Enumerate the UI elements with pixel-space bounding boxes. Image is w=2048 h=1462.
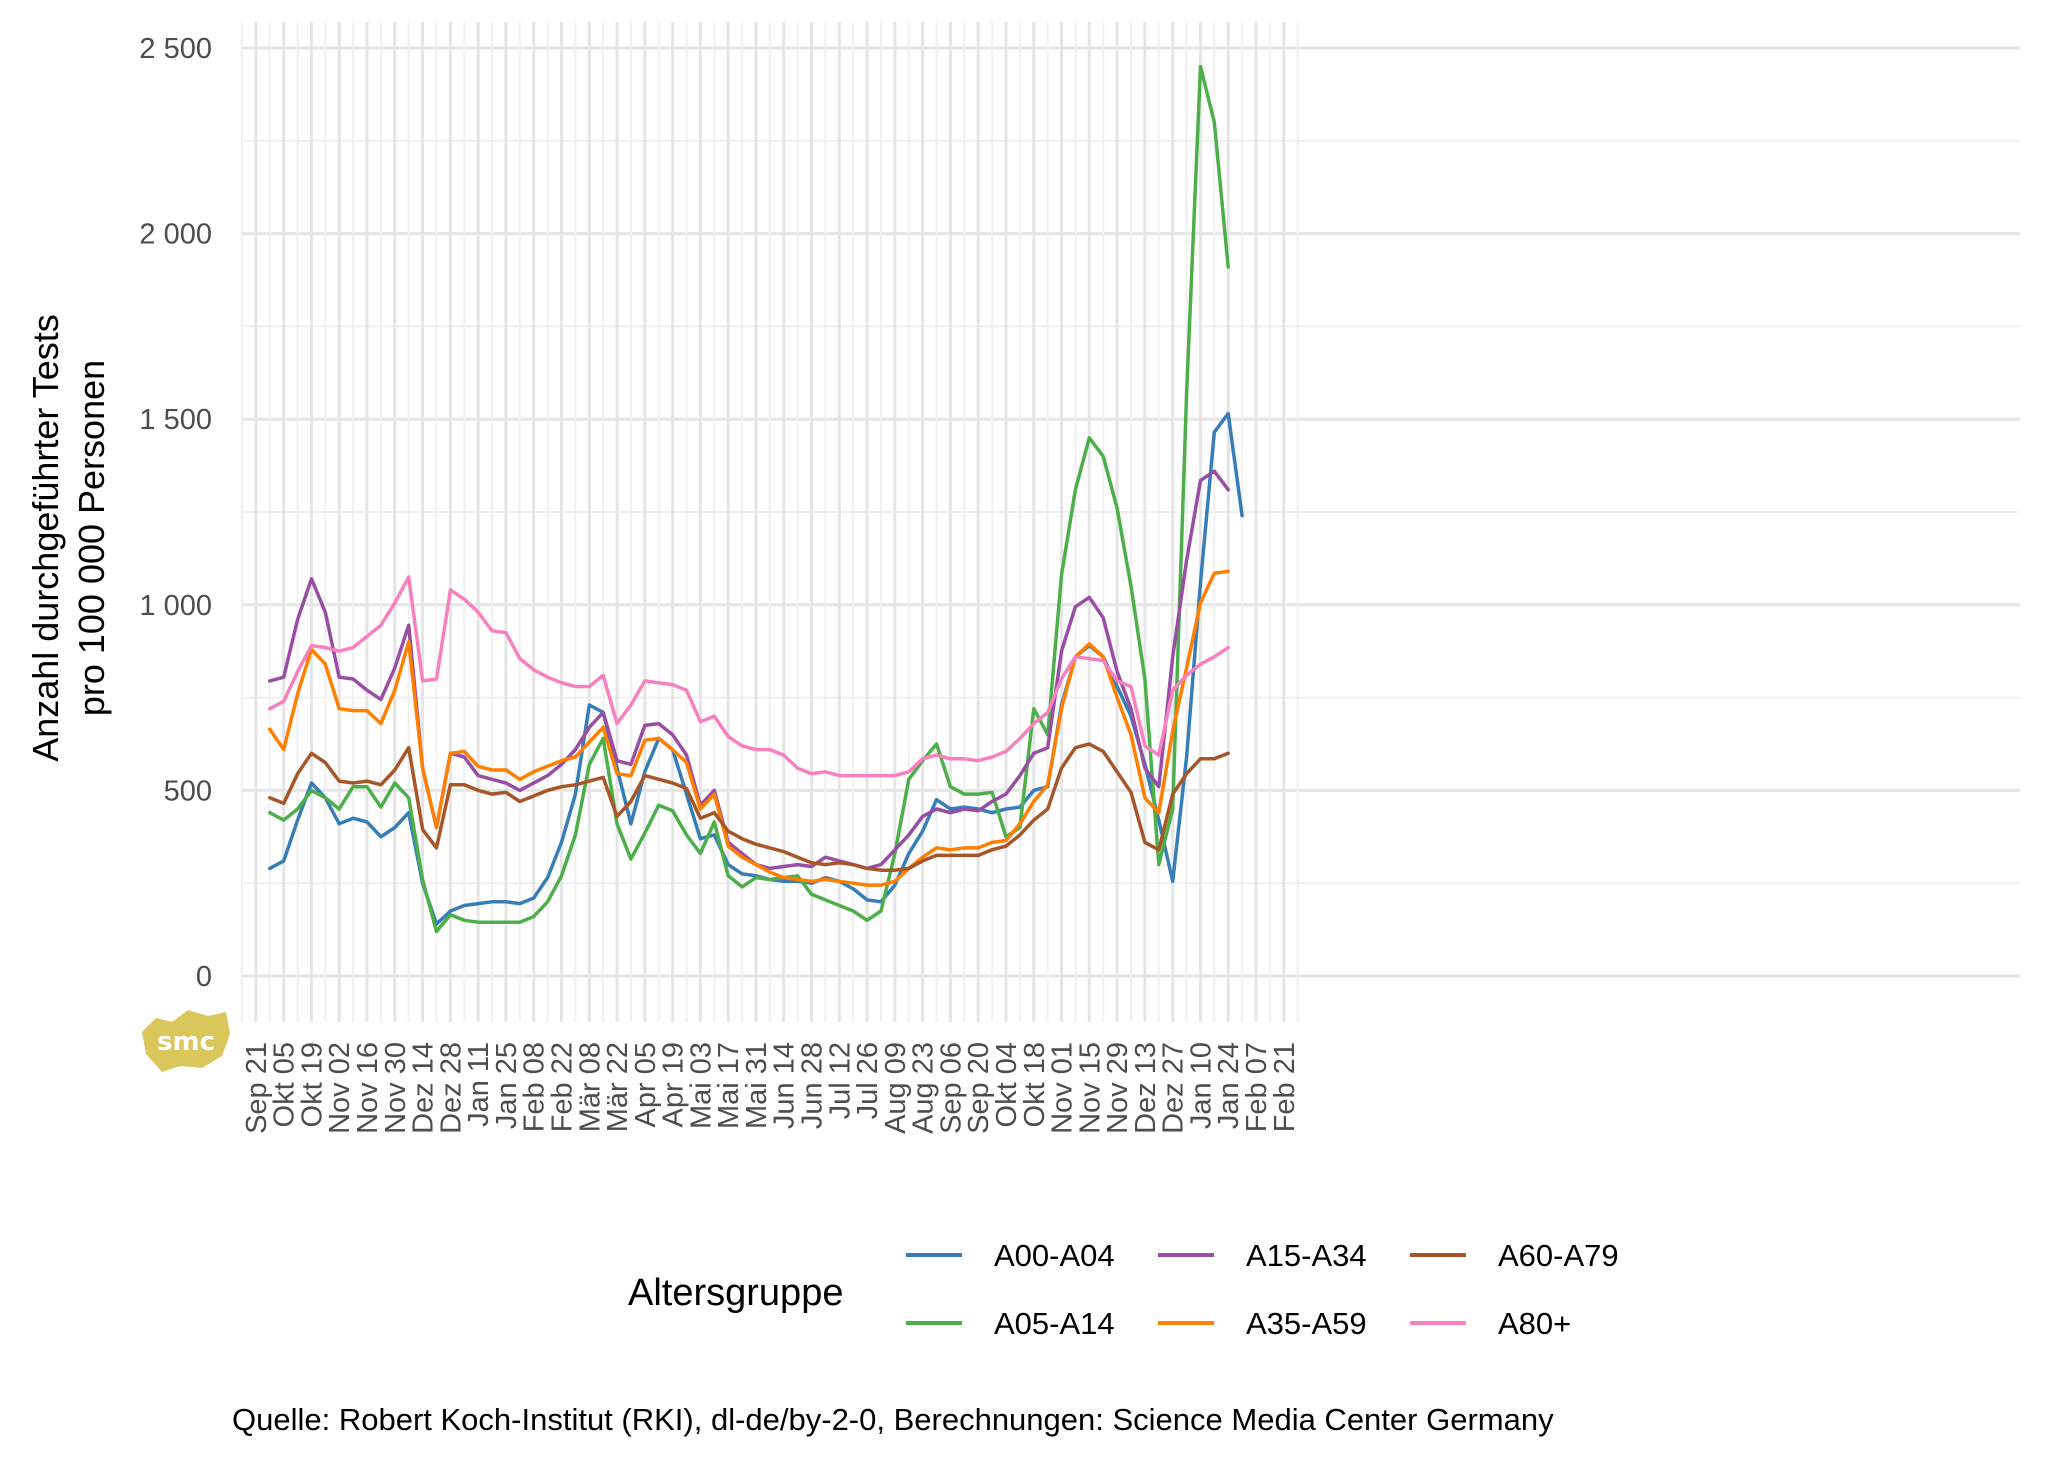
y-tick-label: 500 bbox=[164, 775, 212, 807]
x-tick-label: Okt 18 bbox=[1019, 1042, 1051, 1127]
x-tick-label: Sep 06 bbox=[935, 1042, 967, 1134]
legend-item-a80+: A80+ bbox=[1410, 1306, 1571, 1341]
legend-label-a05-a14: A05-A14 bbox=[994, 1306, 1115, 1341]
legend-item-a35-a59: A35-A59 bbox=[1158, 1306, 1367, 1341]
y-tick-label: 1 500 bbox=[139, 404, 212, 436]
legend-item-a15-a34: A15-A34 bbox=[1158, 1238, 1367, 1273]
x-tick-label: Dez 27 bbox=[1158, 1042, 1190, 1134]
x-tick-label: Nov 02 bbox=[324, 1042, 356, 1134]
x-tick-label: Sep 21 bbox=[241, 1042, 273, 1134]
legend-item-a60-a79: A60-A79 bbox=[1410, 1238, 1619, 1273]
legend-item-a00-a04: A00-A04 bbox=[906, 1238, 1115, 1273]
y-tick-label: 1 000 bbox=[139, 590, 212, 622]
y-axis-title-line-2: pro 100 000 Personen bbox=[71, 360, 112, 716]
series-line-a15-a34 bbox=[268, 469, 1230, 871]
legend-title: Altersgruppe bbox=[628, 1272, 843, 1314]
legend-label-a60-a79: A60-A79 bbox=[1498, 1238, 1619, 1273]
legend-label-a35-a59: A35-A59 bbox=[1246, 1306, 1367, 1341]
smc-logo: smc bbox=[142, 1010, 230, 1072]
y-tick-label: 0 bbox=[196, 961, 212, 993]
legend-items: A00-A04 A05-A14 A15-A34 A35-A59 A60-A79 A80+ bbox=[906, 1238, 1619, 1341]
series-lines bbox=[268, 64, 1244, 934]
series-line-a80+ bbox=[268, 575, 1230, 778]
x-tick-label: Dez 28 bbox=[435, 1042, 467, 1134]
x-tick-label: Nov 16 bbox=[352, 1042, 384, 1134]
legend-label-a80+: A80+ bbox=[1498, 1306, 1571, 1341]
x-tick-label: Jul 12 bbox=[824, 1042, 856, 1119]
y-tick-label: 2 000 bbox=[139, 219, 212, 251]
x-tick-label: Okt 19 bbox=[296, 1042, 328, 1127]
series-line-a05-a14 bbox=[268, 64, 1230, 934]
x-tick-label: Mai 03 bbox=[685, 1042, 717, 1129]
x-tick-label: Feb 22 bbox=[546, 1042, 578, 1132]
x-tick-label: Mär 08 bbox=[574, 1042, 606, 1132]
legend: Altersgruppe A00-A04 A05-A14 A15-A34 A35-A5… bbox=[628, 1238, 1619, 1341]
x-tick-label: Aug 23 bbox=[908, 1042, 940, 1134]
x-tick-label: Apr 19 bbox=[658, 1042, 690, 1127]
x-tick-label: Mai 17 bbox=[713, 1042, 745, 1129]
x-tick-label: Dez 13 bbox=[1130, 1042, 1162, 1134]
x-tick-label: Mai 31 bbox=[741, 1042, 773, 1129]
x-tick-label: Dez 14 bbox=[408, 1042, 440, 1134]
y-axis-title-line-1: Anzahl durchgeführter Tests bbox=[25, 314, 66, 762]
x-tick-label: Okt 05 bbox=[269, 1042, 301, 1127]
x-tick-label: Feb 21 bbox=[1269, 1042, 1301, 1132]
x-tick-label: Jun 28 bbox=[797, 1042, 829, 1129]
smc-logo-text: smc bbox=[157, 1027, 215, 1057]
legend-label-a15-a34: A15-A34 bbox=[1246, 1238, 1367, 1273]
series-line-a35-a59 bbox=[268, 569, 1230, 887]
x-tick-label: Nov 30 bbox=[380, 1042, 412, 1134]
x-tick-label: Okt 04 bbox=[991, 1042, 1023, 1127]
x-tick-label: Jan 25 bbox=[491, 1042, 523, 1129]
legend-item-a05-a14: A05-A14 bbox=[906, 1306, 1115, 1341]
x-tick-label: Nov 01 bbox=[1047, 1042, 1079, 1134]
y-tick-label: 2 500 bbox=[139, 33, 212, 65]
grid-lines bbox=[241, 22, 2020, 1022]
x-tick-label: Jun 14 bbox=[769, 1042, 801, 1129]
x-tick-label: Mär 22 bbox=[602, 1042, 634, 1132]
x-tick-label: Apr 05 bbox=[630, 1042, 662, 1127]
x-tick-label: Sep 20 bbox=[963, 1042, 995, 1134]
source-caption: Quelle: Robert Koch-Institut (RKI), dl-d… bbox=[232, 1402, 1554, 1437]
x-tick-label: Jul 26 bbox=[852, 1042, 884, 1119]
x-tick-label: Aug 09 bbox=[880, 1042, 912, 1134]
x-tick-label: Nov 29 bbox=[1102, 1042, 1134, 1134]
x-tick-label: Feb 07 bbox=[1241, 1042, 1273, 1132]
y-axis-title: Anzahl durchgeführter Tests pro 100 000 … bbox=[25, 314, 112, 762]
series-line-a60-a79 bbox=[268, 742, 1230, 872]
x-tick-label: Jan 24 bbox=[1213, 1042, 1245, 1129]
x-tick-label: Feb 08 bbox=[519, 1042, 551, 1132]
legend-label-a00-a04: A00-A04 bbox=[994, 1238, 1115, 1273]
x-tick-label: Jan 10 bbox=[1185, 1042, 1217, 1129]
y-tick-labels: 0 500 1 000 1 500 2 000 2 500 bbox=[139, 33, 212, 993]
smc-logo-shape bbox=[142, 1010, 230, 1072]
x-tick-label: Jan 11 bbox=[463, 1042, 495, 1127]
x-tick-label: Nov 15 bbox=[1074, 1042, 1106, 1134]
